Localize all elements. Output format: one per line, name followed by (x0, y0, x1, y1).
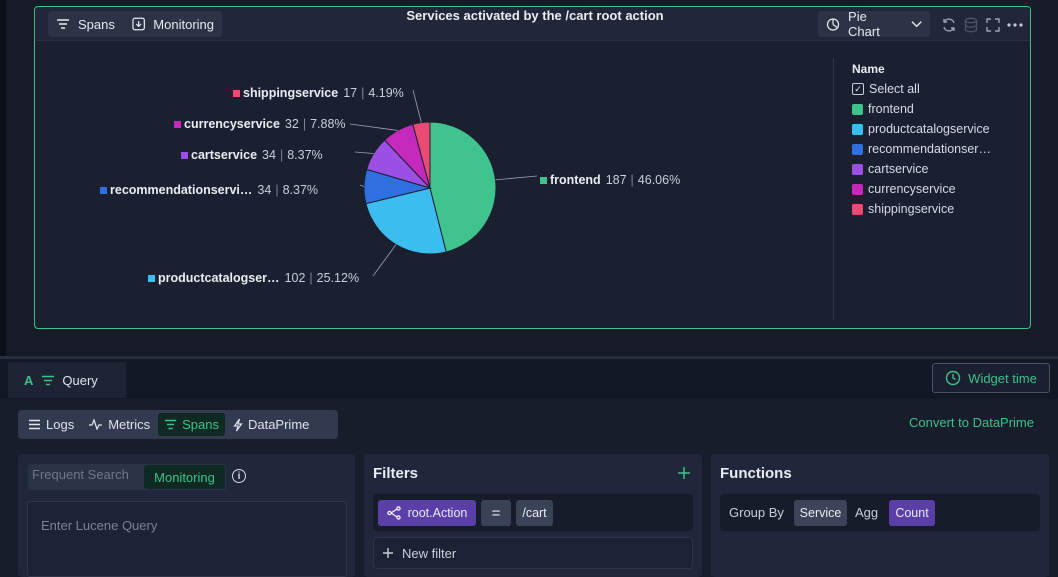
plus-icon (383, 548, 393, 558)
pie-label-cartservice: cartservice 34 | 8.37% (181, 148, 323, 162)
panel-divider[interactable] (0, 356, 1058, 359)
leader-line-shippingservice (412, 89, 422, 123)
filters-title: Filters (373, 465, 419, 482)
pie-label-frontend: frontend 187 | 46.06% (540, 173, 680, 187)
legend-swatch (852, 183, 863, 195)
spans-icon (42, 375, 55, 385)
pie-slice-frontend[interactable] (429, 121, 497, 253)
legend-item-cartservice[interactable]: cartservice (852, 161, 928, 177)
widget-time-label: Widget time (968, 370, 1037, 386)
add-filter-icon[interactable] (677, 466, 691, 480)
query-tab-label: Query (62, 372, 98, 388)
legend-swatch (852, 163, 863, 175)
chevron-down-icon (911, 21, 922, 28)
leader-line-productcatalogservice (372, 244, 397, 277)
pie-label-swatch (181, 151, 188, 159)
legend-swatch (852, 143, 863, 155)
legend-swatch (852, 203, 863, 215)
data-source-selector: Logs Metrics Spans DataPrime (18, 410, 338, 439)
pie-label-currencyservice: currencyservice 32 | 7.88% (174, 117, 346, 131)
chart-type-label: Pie Chart (848, 9, 880, 39)
legend-select-all[interactable]: ✓ Select all (852, 81, 920, 97)
agg-value-chip[interactable]: Count (889, 500, 935, 526)
spans-icon (57, 19, 69, 29)
widget-time-button[interactable]: Widget time (932, 363, 1050, 393)
pie-label-swatch (174, 120, 181, 128)
widget-title: Services activated by the /cart root act… (406, 8, 664, 23)
source-dataprime-button[interactable]: DataPrime (227, 413, 315, 436)
source-metrics-button[interactable]: Metrics (82, 413, 156, 436)
functions-title: Functions (720, 465, 792, 482)
group-by-value-chip[interactable]: Service (794, 500, 847, 526)
pie-chart (349, 89, 538, 277)
convert-to-dataprime-link[interactable]: Convert to DataPrime (909, 415, 1034, 430)
monitoring-label: Monitoring (153, 16, 214, 32)
info-icon[interactable]: i (232, 469, 246, 483)
legend-item-productcatalogservice[interactable]: productcatalogservice (852, 121, 990, 137)
legend-divider (833, 58, 834, 320)
pie-label-productcatalogservice: productcatalogser… 102 | 25.12% (148, 271, 359, 285)
legend-item-shippingservice[interactable]: shippingservice (852, 201, 954, 217)
spans-icon (165, 419, 177, 430)
group-by-label: Group By (729, 505, 784, 520)
pie-label-shippingservice: shippingservice 17 | 4.19% (233, 86, 404, 100)
fullscreen-icon[interactable] (984, 16, 1002, 34)
legend-item-frontend[interactable]: frontend (852, 101, 914, 117)
filter-operator-chip[interactable]: = (481, 500, 511, 526)
database-icon[interactable] (962, 16, 980, 34)
legend-title: Name (852, 62, 885, 76)
pie-leader-lines (349, 89, 538, 277)
source-logs-button[interactable]: Logs (22, 413, 80, 436)
pie-label-swatch (148, 274, 155, 282)
chart-type-dropdown[interactable]: Pie Chart (818, 9, 930, 39)
filter-field-chip[interactable]: root.Action (378, 500, 476, 526)
widget-card (34, 6, 1031, 329)
query-letter: A (24, 372, 34, 388)
logs-icon (29, 419, 40, 430)
clock-icon (945, 370, 961, 386)
leader-line-recommendationservice (359, 184, 365, 187)
legend-swatch (852, 123, 863, 135)
frequent-search-tab[interactable]: Frequent Search (32, 467, 129, 482)
metrics-icon (89, 419, 103, 430)
leader-line-currencyservice (349, 123, 398, 131)
pie-label-swatch (540, 176, 547, 184)
pie-label-swatch (100, 186, 107, 194)
lucene-query-input[interactable] (27, 501, 347, 577)
spans-source-button[interactable]: Spans (48, 11, 132, 37)
agg-label: Agg (855, 505, 879, 520)
hierarchy-icon (386, 506, 401, 520)
leader-line-frontend (495, 175, 538, 181)
widget-header: Spans Monitoring Pie Chart (36, 8, 1030, 41)
monitoring-icon (132, 17, 145, 31)
lucene-query-placeholder: Enter Lucene Query (41, 518, 158, 533)
spans-label: Spans (78, 16, 115, 32)
checkbox-icon[interactable]: ✓ (852, 83, 864, 95)
new-filter-button[interactable]: New filter (373, 537, 693, 569)
refresh-icon[interactable] (940, 16, 958, 34)
more-options-icon[interactable] (1006, 16, 1024, 34)
lightning-icon (233, 418, 243, 431)
pie-label-recommendationservice: recommendationservi… 34 | 8.37% (100, 183, 318, 197)
leader-line-cartservice (354, 151, 374, 154)
pie-label-swatch (233, 89, 240, 97)
legend-item-recommendationservice[interactable]: recommendationser… (852, 141, 991, 157)
functions-row (720, 494, 1040, 531)
legend-item-currencyservice[interactable]: currencyservice (852, 181, 956, 197)
pie-slices (363, 121, 497, 255)
new-filter-label: New filter (402, 545, 457, 561)
monitoring-button[interactable]: Monitoring (124, 11, 222, 37)
pie-chart-icon (826, 17, 840, 31)
query-tab-bar (0, 359, 1058, 399)
left-strip (0, 0, 6, 356)
monitoring-tab[interactable]: Monitoring (144, 465, 225, 489)
query-tab-a[interactable]: A Query (8, 362, 126, 398)
legend-swatch (852, 103, 863, 115)
filter-value-chip[interactable]: /cart (516, 500, 553, 526)
source-spans-button[interactable]: Spans (158, 413, 225, 436)
pie-slice-productcatalogservice[interactable] (365, 187, 447, 255)
pie-slice-shippingservice[interactable] (412, 121, 431, 189)
